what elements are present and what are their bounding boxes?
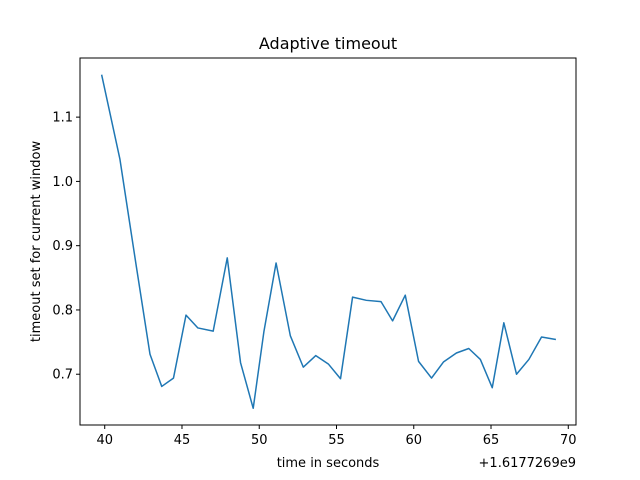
y-axis: 0.7 0.8 0.9 1.0 1.1 (52, 111, 80, 383)
x-axis-offset-label: +1.6177269e9 (479, 456, 576, 471)
x-tick-label: 65 (483, 433, 500, 448)
series-layer (100, 74, 557, 410)
x-tick-label: 45 (174, 433, 191, 448)
x-tick-label: 50 (251, 433, 268, 448)
x-axis-label: time in seconds (277, 456, 380, 471)
x-tick-label: 40 (96, 433, 113, 448)
y-tick-label: 0.9 (52, 239, 73, 254)
x-tick-label: 70 (560, 433, 577, 448)
plot-area-frame (79, 57, 577, 426)
y-tick-label: 0.7 (52, 368, 73, 383)
y-tick-label: 1.1 (52, 111, 73, 126)
series-line (100, 74, 557, 410)
y-axis-label: timeout set for current window (29, 141, 44, 343)
chart-title: Adaptive timeout (259, 34, 397, 53)
y-tick-label: 1.0 (52, 175, 73, 190)
y-tick-label: 0.8 (52, 303, 73, 318)
x-tick-label: 60 (405, 433, 422, 448)
x-tick-label: 55 (328, 433, 345, 448)
x-axis: 40 45 50 55 60 65 70 (96, 425, 577, 448)
